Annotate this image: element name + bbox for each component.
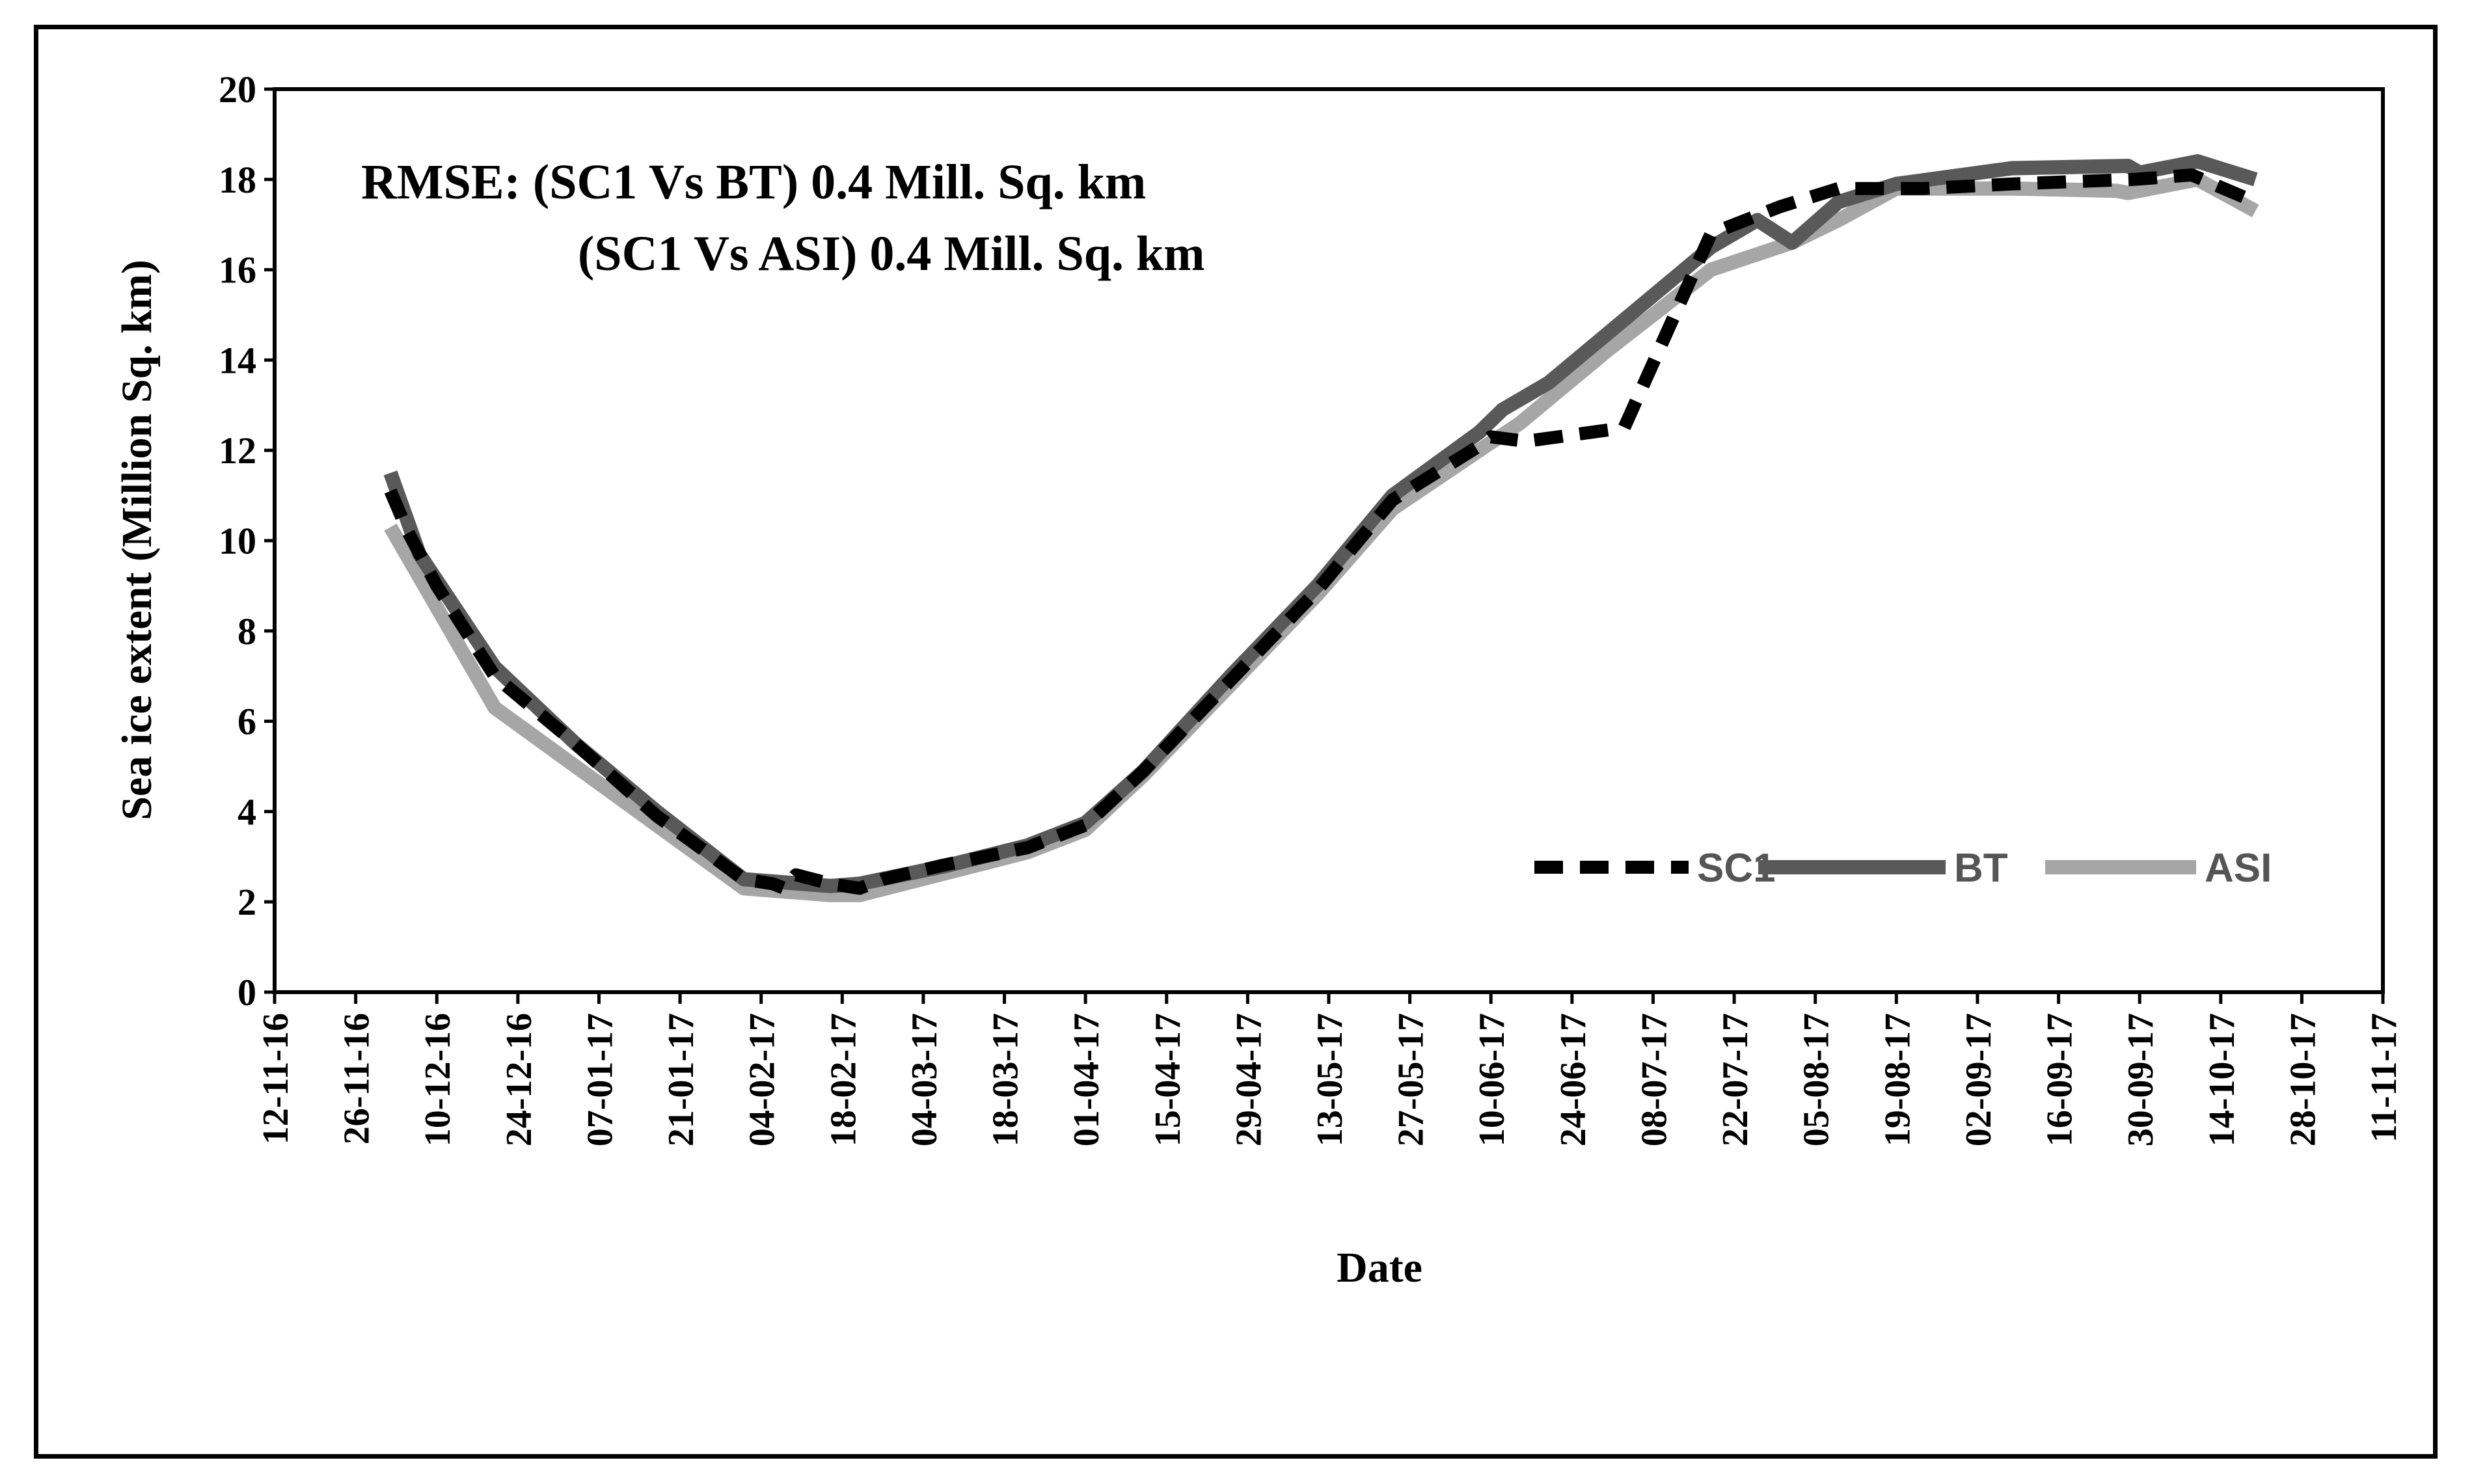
rmse-line-2: (SC1 Vs ASI) 0.4 Mill. Sq. km [578, 226, 1205, 281]
y-tick-label: 8 [238, 610, 256, 653]
x-tick-label: 30-09-17 [2121, 1013, 2161, 1146]
x-axis-title: Date [1337, 1244, 1422, 1291]
chart-frame [34, 25, 2438, 1459]
y-tick-label: 20 [219, 68, 256, 111]
x-tick-label: 18-02-17 [823, 1013, 863, 1146]
y-tick-label: 2 [238, 881, 256, 923]
x-tick-label: 07-01-17 [580, 1013, 620, 1146]
x-tick-label: 12-11-16 [256, 1013, 296, 1144]
legend: SC1 BT ASI [1534, 846, 2272, 891]
y-tick-label: 6 [238, 701, 256, 743]
rmse-line-1: RMSE: (SC1 Vs BT) 0.4 Mill. Sq. km [361, 155, 1146, 209]
x-tick-label: 29-04-17 [1229, 1013, 1269, 1146]
x-tick-label: 10-06-17 [1472, 1013, 1512, 1146]
y-tick-label: 4 [238, 790, 256, 833]
x-tick-label: 22-07-17 [1715, 1013, 1756, 1146]
legend-label-asi: ASI [2205, 846, 2272, 891]
x-tick-label: 15-04-17 [1148, 1013, 1188, 1146]
x-tick-label: 26-11-16 [337, 1013, 377, 1144]
x-tick-label: 24-12-16 [499, 1013, 539, 1146]
x-tick-label: 10-12-16 [418, 1013, 458, 1146]
rmse-annotation: RMSE: (SC1 Vs BT) 0.4 Mill. Sq. km (SC1 … [361, 155, 1205, 281]
series-sc1-line [384, 168, 2259, 895]
y-tick-label: 16 [219, 249, 256, 291]
y-axis-title: Sea ice extent (Million Sq. km) [113, 260, 161, 820]
x-tick-label: 02-09-17 [1959, 1013, 1999, 1146]
series-layer [383, 154, 2259, 902]
legend-label-bt: BT [1954, 846, 2008, 891]
x-tick-label: 13-05-17 [1310, 1013, 1350, 1146]
y-tick-label: 12 [219, 429, 256, 472]
y-tick-label: 14 [219, 339, 256, 381]
x-tick-label: 08-07-17 [1634, 1013, 1674, 1146]
x-tick-label: 24-06-17 [1553, 1013, 1594, 1146]
y-axis: 0 2 4 6 8 10 12 14 16 18 20 [219, 68, 275, 1014]
x-tick-label: 05-08-17 [1797, 1013, 1837, 1146]
x-tick-label: 18-03-17 [986, 1013, 1026, 1146]
x-tick-label: 14-10-17 [2202, 1013, 2242, 1146]
x-tick-label: 28-10-17 [2283, 1013, 2323, 1146]
x-tick-label: 27-05-17 [1391, 1013, 1432, 1146]
x-tick-label: 01-04-17 [1067, 1013, 1107, 1146]
y-tick-label: 10 [219, 520, 256, 562]
y-tick-label: 0 [238, 971, 256, 1014]
x-tick-label: 04-02-17 [742, 1013, 783, 1146]
x-tick-label: 11-11-17 [2364, 1013, 2404, 1142]
series-asi-line [384, 172, 2259, 902]
plot-area [273, 87, 2385, 994]
x-tick-label: 19-08-17 [1877, 1013, 1918, 1146]
x-axis: 12-11-16 26-11-16 10-12-16 24-12-16 07-01-17… [256, 992, 2404, 1146]
plot-border [273, 87, 2385, 994]
x-tick-label: 04-03-17 [904, 1013, 945, 1146]
x-tick-label: 21-01-17 [661, 1013, 701, 1146]
y-tick-label: 18 [219, 159, 256, 201]
x-tick-label: 16-09-17 [2040, 1013, 2080, 1146]
